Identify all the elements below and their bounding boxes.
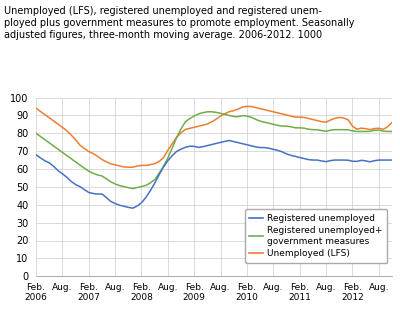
Legend: Registered unemployed, Registered unemployed+
government measures, Unemployed (L: Registered unemployed, Registered unempl… <box>245 209 388 263</box>
Text: Unemployed (LFS), registered unemployed and registered unem-
ployed plus governm: Unemployed (LFS), registered unemployed … <box>4 6 354 40</box>
